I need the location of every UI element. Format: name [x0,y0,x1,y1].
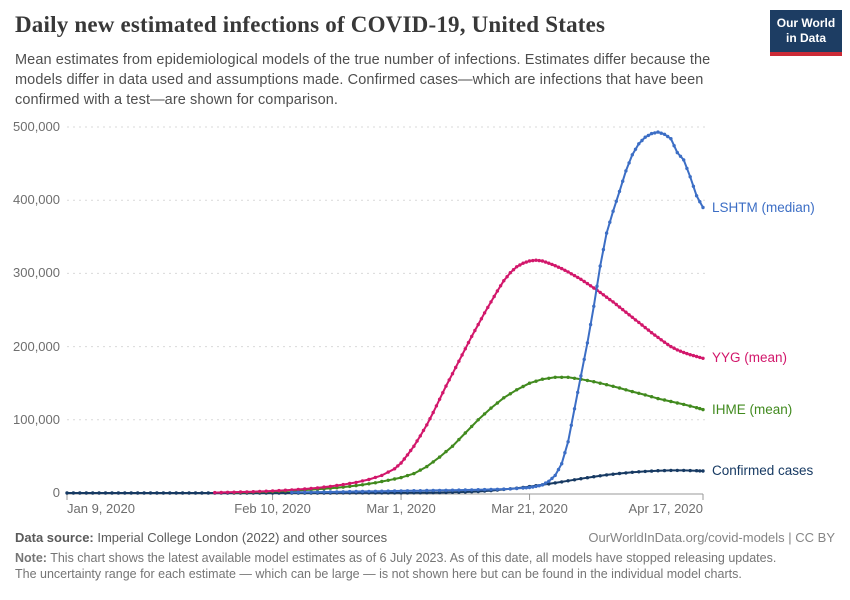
owid-logo[interactable]: Our World in Data [770,10,842,56]
chart-title: Daily new estimated infections of COVID-… [15,12,606,37]
data-source-line: Data source: Imperial College London (20… [15,530,835,545]
series-label-confirmed[interactable]: Confirmed cases [712,463,814,479]
data-source-text: Imperial College London (2022) and other… [93,530,388,545]
y-axis-tick-label: 500,000 [13,119,60,134]
note-label: Note: [15,551,47,565]
y-axis-tick-label: 400,000 [13,192,60,208]
y-axis-tick-label: 100,000 [13,411,60,427]
series-label-ihme[interactable]: IHME (mean) [712,401,793,417]
series-dots-lshtm [290,130,705,495]
note-line-1: Note: This chart shows the latest availa… [15,551,835,565]
note-line-2: The uncertainty range for each estimate … [15,567,742,581]
owid-logo-line2: in Data [785,31,826,45]
series-label-yyg[interactable]: YYG (mean) [712,350,788,366]
chart-subtitle: Mean estimates from epidemiological mode… [15,52,711,108]
x-axis-tick-label: Apr 17, 2020 [628,501,703,516]
data-source-label: Data source: [15,530,94,545]
series-line-yyg[interactable] [214,259,704,494]
x-axis-tick-label: Feb 10, 2020 [234,501,311,516]
series-dots-ihme [232,375,705,495]
x-axis-tick-label: Jan 9, 2020 [67,501,135,516]
series-line-ihme[interactable] [233,376,704,494]
series-label-lshtm[interactable]: LSHTM (median) [712,199,815,215]
series-dots-yyg [213,258,705,495]
y-axis-tick-label: 0 [52,485,60,500]
series-line-lshtm[interactable] [291,131,704,494]
x-axis-tick-label: Mar 1, 2020 [366,501,436,516]
note-text-1: This chart shows the latest available mo… [46,551,777,565]
owid-logo-line1: Our World [776,16,836,30]
x-axis-tick-label: Mar 21, 2020 [491,501,568,516]
y-axis-tick-label: 200,000 [13,338,60,354]
license-link[interactable]: OurWorldInData.org/covid-models | CC BY [588,530,835,545]
y-axis-tick-label: 300,000 [13,265,60,281]
